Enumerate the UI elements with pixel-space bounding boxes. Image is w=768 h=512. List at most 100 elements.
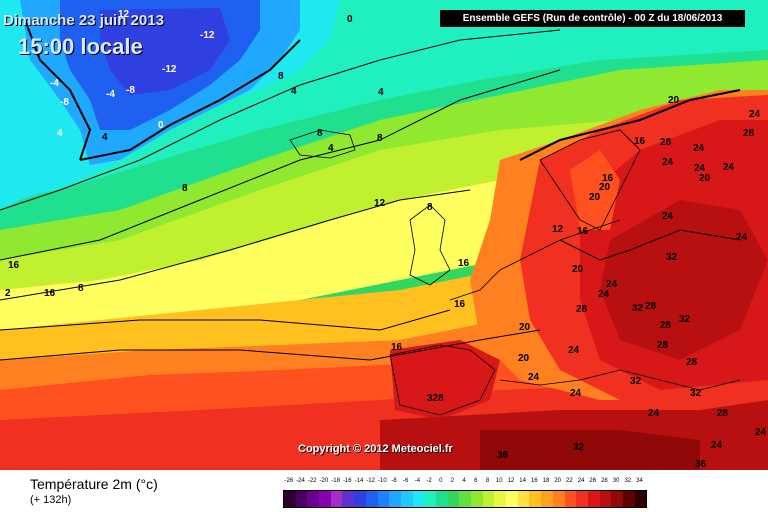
legend-swatch: [634, 491, 647, 507]
contour-value-label: 28: [686, 357, 698, 368]
contour-12: [0, 189, 471, 301]
legend-swatch: [319, 491, 331, 507]
contour-value-label: 16: [458, 258, 470, 269]
legend-label: 16: [530, 478, 538, 484]
legend-swatch: [611, 491, 623, 507]
contour-value-label: 32: [573, 442, 585, 453]
contour-value-label: 8: [278, 71, 284, 82]
variable-name: Température 2m (°c): [30, 476, 158, 492]
contour-value-label: 24: [568, 345, 580, 356]
contour-value-label: 20: [518, 353, 530, 364]
legend-label: -26: [284, 478, 294, 484]
contour-value-label: 8: [377, 133, 383, 144]
legend-swatch: [494, 491, 507, 507]
contour-value-label: 36: [695, 459, 707, 470]
contour-europe2: [559, 229, 741, 261]
legend-swatch: [564, 491, 577, 507]
contour-value-label: 24: [570, 388, 582, 399]
contour-value-label: 28: [717, 408, 729, 419]
contour-value-label: 12: [374, 198, 386, 209]
greenland-core: [100, 8, 230, 95]
contour-value-label: 28: [657, 340, 669, 351]
legend-label: -12: [366, 478, 375, 484]
contour-value-label: 0: [347, 14, 353, 25]
legend-label: 32: [624, 478, 632, 484]
contour-europe: [519, 89, 741, 161]
contour-value-label: 32: [666, 252, 678, 263]
lead-time: (+ 132h): [30, 494, 72, 506]
coast-iceland: [289, 129, 356, 159]
legend-swatch: [342, 491, 355, 507]
legend-label: -20: [319, 478, 329, 484]
legend-swatch: [435, 491, 448, 507]
contour-value-label: 16: [44, 288, 56, 299]
contour-value-label: 24: [694, 163, 706, 174]
legend-swatch: [471, 491, 483, 507]
legend-label: -24: [296, 478, 305, 484]
contour-value-label: 32: [679, 314, 691, 325]
contour-20: [0, 329, 541, 361]
contour-value-label: 4: [328, 143, 334, 154]
legend-label: 0: [439, 478, 443, 484]
contour-16: [0, 309, 451, 331]
contour-value-label: 24: [749, 109, 761, 120]
legend-label: 28: [601, 478, 608, 484]
contour-value-label: 8: [317, 128, 323, 139]
contour-0b: [79, 39, 301, 161]
legend-label: -6: [403, 478, 409, 484]
contour-value-label: 28: [660, 137, 672, 148]
contour-value-label: 24: [693, 143, 705, 154]
contour-value-label: 4: [378, 87, 384, 98]
legend-label: -14: [354, 478, 364, 484]
europe-core: [600, 200, 768, 360]
legend-swatch: [295, 491, 308, 507]
legend-swatch: [599, 491, 612, 507]
contour-value-label: 16: [634, 136, 646, 147]
legend-label: 22: [566, 478, 573, 484]
legend-swatch: [622, 491, 635, 507]
contour-value-label: 4: [57, 128, 63, 139]
contour-value-label: 16: [8, 260, 20, 271]
contour-value-label: 24: [662, 157, 674, 168]
legend-label: 8: [485, 478, 490, 484]
legend-label: 18: [542, 478, 550, 484]
legend-label: 6: [474, 478, 478, 484]
contour-value-label: -4: [106, 89, 115, 100]
legend-swatch: [354, 491, 366, 507]
contour-value-label: 8: [78, 283, 84, 294]
contour-value-label: 16: [391, 342, 403, 353]
contour-8: [0, 69, 561, 261]
legend-label: 20: [554, 478, 561, 484]
legend-swatch: [377, 491, 390, 507]
contour-value-label: 12: [552, 224, 564, 235]
legend-label: 24: [577, 478, 585, 484]
legend-swatch: [400, 491, 413, 507]
contour-value-label: 24: [662, 211, 674, 222]
coast-scandinavia: [539, 129, 641, 231]
coast-europe: [449, 219, 621, 301]
contour-value-label: -12: [200, 30, 215, 41]
contour-value-label: 36: [497, 450, 509, 461]
legend-label: 10: [495, 478, 503, 484]
contour-value-label: 20: [599, 182, 611, 193]
legend-swatch: [576, 491, 588, 507]
legend-label: -4: [414, 478, 421, 484]
run-info: Ensemble GEFS (Run de contrôle) - 00 Z d…: [440, 10, 745, 27]
contour-value-label: 24: [598, 289, 610, 300]
contour-4: [0, 29, 561, 211]
contour-value-label: 2: [5, 288, 11, 299]
legend-label: -18: [331, 478, 340, 484]
legend-swatch: [307, 491, 320, 507]
legend-label: -22: [307, 478, 317, 484]
contour-value-label: 24: [606, 279, 618, 290]
legend-swatch: [587, 491, 600, 507]
legend-swatch: [412, 491, 425, 507]
legend-swatch: [365, 491, 378, 507]
contour-value-label: -8: [60, 97, 69, 108]
contour-0: [24, 19, 92, 161]
contour-value-label: 28: [660, 320, 672, 331]
contour-value-label: 24: [723, 162, 735, 173]
contour-value-label: 8: [182, 183, 188, 194]
valid-date: Dimanche 23 juin 2013: [3, 12, 164, 29]
